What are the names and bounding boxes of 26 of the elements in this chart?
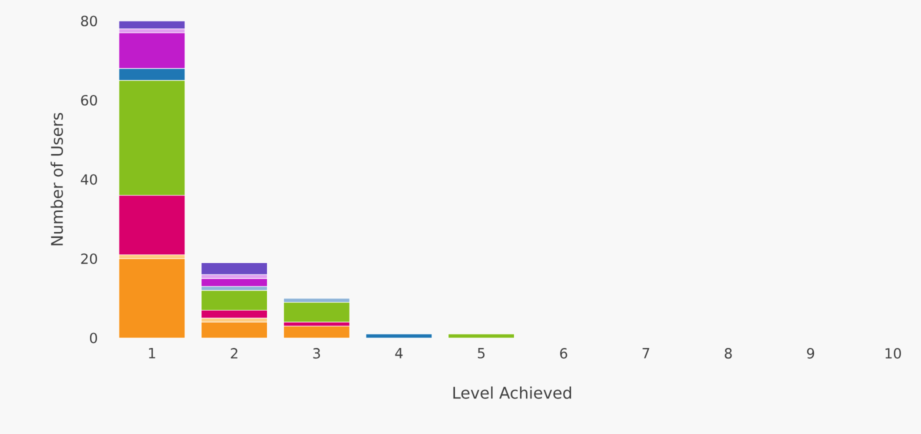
bar — [118, 258, 186, 338]
bar — [201, 278, 268, 287]
bar — [118, 20, 186, 30]
x-tick-label: 1 — [149, 348, 156, 358]
bar — [201, 322, 268, 338]
x-tick-label: 8 — [724, 348, 732, 359]
y-tick-label: 60 — [81, 94, 98, 106]
x-tick-label: 5 — [478, 348, 485, 358]
x-tick-label: 3 — [313, 348, 320, 359]
y-tick-label: 80 — [81, 16, 98, 26]
x-tick-label: 2 — [230, 348, 238, 358]
x-tick-label: 9 — [807, 348, 814, 359]
bar — [201, 262, 268, 275]
x-axis-title: Level Achieved — [453, 386, 572, 399]
bar — [366, 334, 432, 338]
y-tick-label: 0 — [90, 332, 98, 344]
x-tick-label: 7 — [642, 348, 650, 358]
x-tick-label: 6 — [560, 348, 568, 359]
x-tick-label: 4 — [395, 348, 403, 358]
bar — [448, 334, 515, 338]
y-tick-label: 40 — [80, 174, 98, 185]
bar — [283, 302, 350, 322]
x-tick-label: 10 — [886, 348, 901, 359]
y-tick-label: 20 — [81, 253, 98, 264]
bar — [283, 326, 350, 338]
y-axis-title: Number of Users — [50, 112, 63, 246]
